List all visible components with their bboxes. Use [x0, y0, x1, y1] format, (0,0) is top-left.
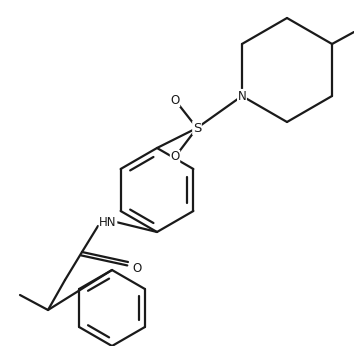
Text: HN: HN — [99, 216, 117, 228]
Text: O: O — [132, 262, 142, 274]
Text: O: O — [170, 151, 179, 164]
Text: S: S — [193, 121, 201, 135]
Text: O: O — [170, 93, 179, 107]
Text: N: N — [238, 90, 246, 102]
